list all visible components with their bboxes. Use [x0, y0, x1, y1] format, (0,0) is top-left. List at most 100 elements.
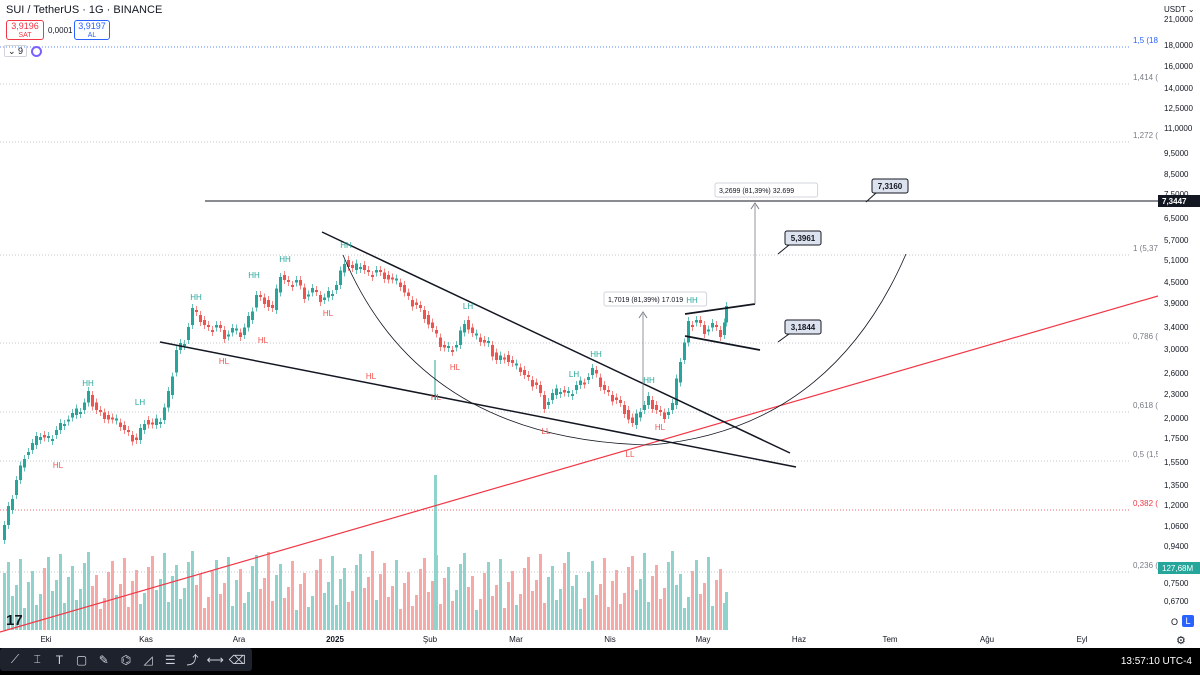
price-tick-label: 6,5000 — [1164, 214, 1189, 223]
candle-body — [603, 385, 606, 390]
time-tick-label: Şub — [423, 635, 438, 644]
cursor-icon[interactable]: ⌶ — [33, 652, 41, 666]
wedge-upper-line — [321, 231, 791, 454]
time-tick-label: 2025 — [326, 635, 344, 644]
fib-icon[interactable]: ⌬ — [120, 652, 132, 667]
note-icon[interactable]: ▢ — [75, 652, 88, 667]
volume-bar — [19, 559, 22, 630]
volume-bar — [259, 589, 262, 630]
candle-body — [215, 325, 218, 328]
volume-bar — [319, 559, 322, 630]
text-icon[interactable]: T — [55, 652, 64, 667]
candle-body — [115, 418, 118, 421]
candle-body — [283, 275, 286, 280]
candle-body — [671, 403, 674, 410]
candle-body — [55, 430, 58, 435]
eraser-icon[interactable]: ⌫ — [228, 652, 246, 667]
volume-bar — [167, 602, 170, 630]
measure-icon[interactable]: ☰ — [164, 652, 176, 667]
candle-body — [135, 437, 138, 440]
candle-body — [615, 397, 618, 400]
candle-body — [699, 320, 702, 323]
candle-body — [131, 435, 134, 442]
candle-body — [495, 352, 498, 360]
scale-log-toggle[interactable]: L — [1182, 615, 1194, 627]
candle-body — [679, 362, 682, 383]
volume-bar — [663, 588, 666, 630]
volume-bar — [599, 584, 602, 630]
volume-label: 127,68M — [1162, 564, 1193, 573]
spread-value: 0,0001 — [48, 26, 73, 35]
volume-bar — [139, 604, 142, 630]
scale-percent-toggle[interactable]: O — [1171, 617, 1179, 627]
candle-body — [347, 260, 350, 267]
volume-bar — [463, 553, 466, 630]
price-tick-label: 14,0000 — [1164, 84, 1193, 93]
ruler-icon[interactable]: ⟷ — [206, 652, 224, 667]
volume-bar — [395, 560, 398, 630]
price-tick-label: 1,7500 — [1164, 434, 1189, 443]
path-icon[interactable]: ⤴ — [186, 653, 199, 667]
brush-icon[interactable]: ✎ — [98, 652, 109, 667]
candle-body — [707, 329, 710, 332]
volume-bar — [539, 554, 542, 630]
candle-body — [399, 282, 402, 287]
swing-label: LH — [463, 302, 473, 311]
candle-body — [599, 377, 602, 387]
sell-button[interactable]: 3,9196 SAT — [6, 20, 44, 40]
volume-bar — [75, 600, 78, 630]
candle-body — [191, 308, 194, 325]
price-axis-bg — [1158, 0, 1200, 648]
candle-body — [519, 367, 522, 372]
volume-badge — [1158, 562, 1200, 574]
candle-body — [635, 413, 638, 425]
candle-body — [51, 439, 54, 441]
volume-bar — [203, 608, 206, 630]
volume-bar — [55, 580, 58, 630]
symbol-title[interactable]: SUI / TetherUS · 1G · BINANCE — [6, 4, 163, 16]
swing-label: HL — [431, 393, 442, 402]
volume-bar — [375, 600, 378, 630]
candle-body — [207, 325, 210, 327]
price-tick-label: 0,9400 — [1164, 542, 1189, 551]
gear-icon[interactable]: ⚙ — [1176, 635, 1186, 647]
buy-button[interactable]: 3,9197 AL — [74, 20, 110, 40]
candle-body — [515, 363, 518, 366]
volume-bar — [223, 583, 226, 630]
currency-select[interactable]: USDT ⌄ — [1164, 5, 1195, 14]
candle-body — [531, 380, 534, 387]
candle-body — [359, 267, 362, 269]
candle-body — [463, 324, 466, 333]
candle-body — [15, 480, 18, 495]
volume-bar — [87, 552, 90, 630]
volume-bar — [295, 610, 298, 630]
fib-level-label: 0,618 (2 — [1133, 401, 1163, 410]
candle-body — [323, 297, 326, 300]
volume-bar — [651, 576, 654, 630]
volume-bar — [667, 562, 670, 630]
volume-bar — [543, 603, 546, 630]
candle-body — [639, 412, 642, 418]
candle-body — [667, 412, 670, 415]
candle-body — [299, 280, 302, 286]
candle-body — [343, 264, 346, 273]
volume-bar — [359, 554, 362, 630]
loading-circle-icon — [31, 45, 43, 57]
candle-body — [351, 265, 354, 268]
swing-label: HL — [258, 336, 269, 345]
volume-bar — [391, 586, 394, 630]
candle-body — [239, 332, 242, 337]
volume-bar — [251, 566, 254, 630]
pattern-icon[interactable]: ◿ — [143, 652, 153, 667]
volume-bar — [455, 590, 458, 630]
volume-bar — [299, 584, 302, 630]
volume-bar — [71, 566, 74, 630]
candle-body — [535, 382, 538, 385]
trend-line-icon[interactable]: ⟋ — [10, 652, 20, 666]
price-tick-label: 2,6000 — [1164, 369, 1189, 378]
candle-body — [19, 465, 22, 480]
indicators-toggle[interactable]: ⌄ 9 — [4, 45, 28, 57]
volume-bar — [143, 593, 146, 630]
